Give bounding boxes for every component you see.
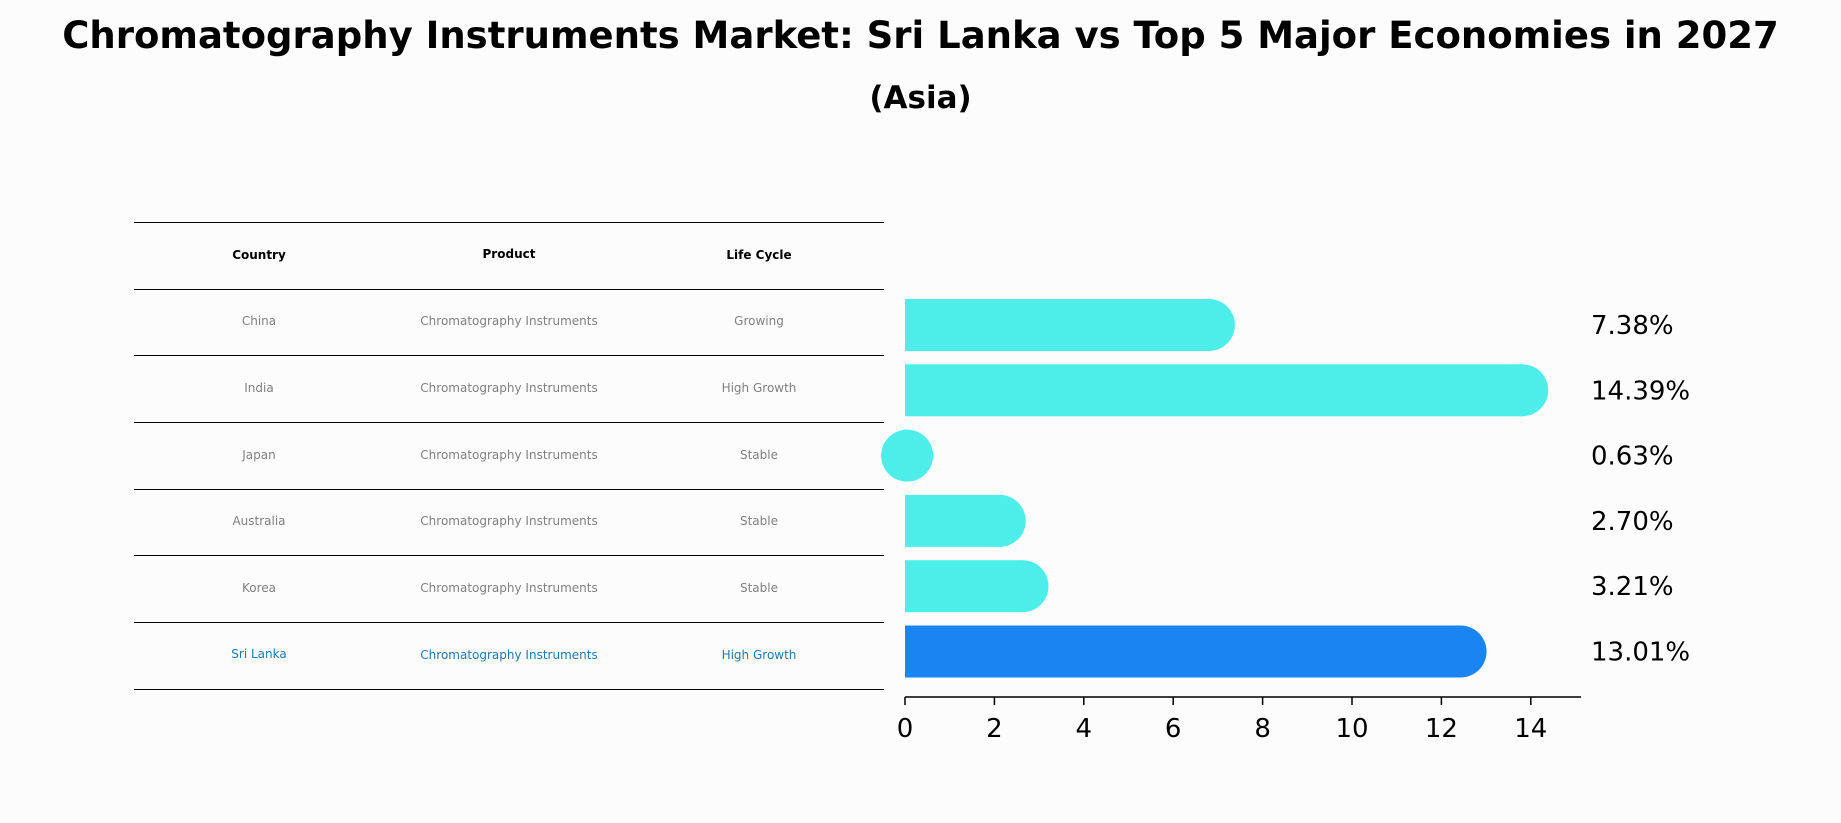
table-rule <box>134 622 884 623</box>
bar-cap <box>1182 299 1235 351</box>
table-cell-country: India <box>244 381 274 395</box>
bar <box>905 494 1026 547</box>
x-tick-label: 12 <box>1425 714 1458 744</box>
table-rule <box>134 689 884 690</box>
bar-cap <box>881 429 934 482</box>
chart-title: Chromatography Instruments Market: Sri L… <box>62 14 1779 57</box>
bar-cap <box>996 560 1049 613</box>
table-cell-product: Chromatography Instruments <box>420 648 598 662</box>
x-tick-label: 8 <box>1254 714 1271 744</box>
table-header-life-cycle: Life Cycle <box>726 248 792 262</box>
table-cell-country: Korea <box>241 581 277 595</box>
table-rule <box>134 489 884 490</box>
x-tick-label: 10 <box>1335 714 1368 744</box>
bar-cap <box>1496 364 1549 417</box>
table-cell-product: Chromatography Instruments <box>420 581 598 595</box>
table-cell-product: Chromatography Instruments <box>420 314 598 328</box>
bar <box>881 429 934 482</box>
table-cell-life-cycle: High Growth <box>721 381 797 395</box>
bar-cap <box>1434 625 1487 678</box>
table-cell-country: Sri Lanka <box>231 647 287 661</box>
table-cell-country: Australia <box>232 514 286 528</box>
table-cell-product: Chromatography Instruments <box>420 381 598 395</box>
table-rule <box>134 422 884 423</box>
x-tick-label: 2 <box>986 714 1003 744</box>
bar-value-label: 13.01% <box>1591 638 1690 668</box>
table-cell-life-cycle: Growing <box>734 314 784 328</box>
bar-cap <box>973 494 1026 547</box>
table-cell-life-cycle: Stable <box>739 581 778 595</box>
bar <box>905 299 1235 351</box>
bar-value-label: 2.70% <box>1591 507 1674 537</box>
bar-value-label: 3.21% <box>1591 572 1674 602</box>
table-cell-product: Chromatography Instruments <box>420 448 598 462</box>
bar-body <box>905 625 1461 678</box>
table-rule <box>134 555 884 556</box>
table-cell-product: Chromatography Instruments <box>420 514 598 528</box>
x-tick-label: 14 <box>1514 714 1547 744</box>
table-cell-life-cycle: High Growth <box>721 648 797 662</box>
x-tick-label: 4 <box>1076 714 1093 744</box>
table-rule <box>134 222 884 223</box>
table-header-product: Product <box>482 247 536 261</box>
bar-body <box>905 364 1523 417</box>
chart-subtitle: (Asia) <box>869 80 972 116</box>
table-cell-country: China <box>241 314 277 328</box>
bar-value-label: 0.63% <box>1591 442 1674 472</box>
x-tick-label: 0 <box>897 714 914 744</box>
bar-value-label: 7.38% <box>1591 311 1674 341</box>
bar <box>905 364 1549 417</box>
table-cell-life-cycle: Stable <box>739 514 778 528</box>
bar-value-label: 14.39% <box>1591 376 1690 406</box>
x-tick-label: 6 <box>1165 714 1182 744</box>
table-cell-life-cycle: Stable <box>739 448 778 462</box>
bar-body <box>905 299 1209 351</box>
table-rule <box>134 355 884 356</box>
table-cell-country: Japan <box>242 448 276 462</box>
bar <box>905 560 1049 613</box>
table-rule <box>134 289 884 290</box>
bar <box>905 625 1487 678</box>
table-header-country: Country <box>232 248 286 262</box>
